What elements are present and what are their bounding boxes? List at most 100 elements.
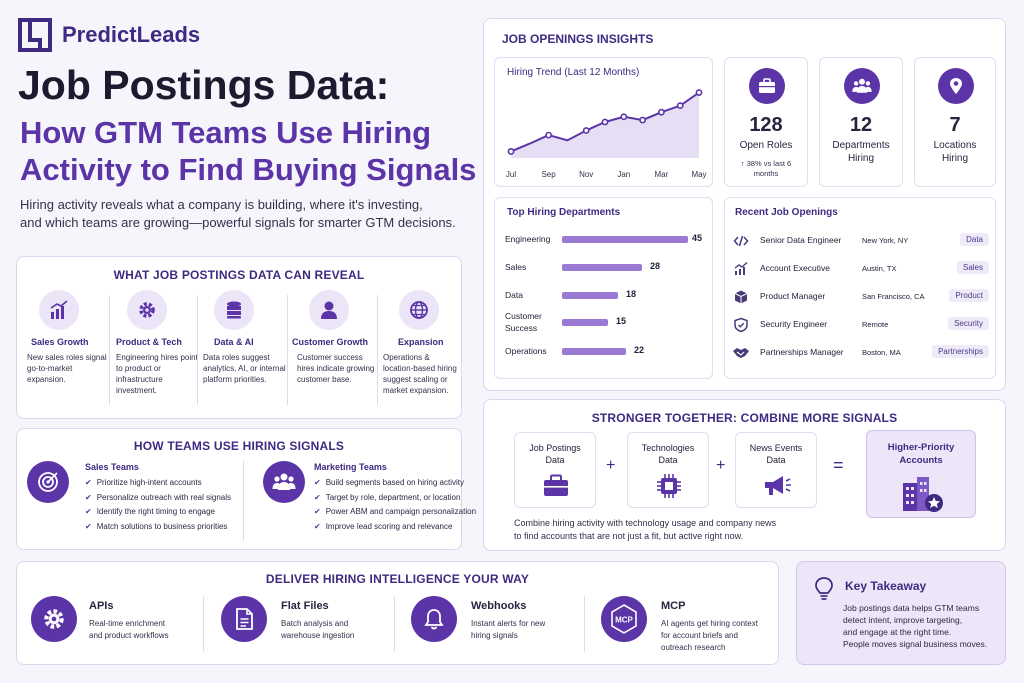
- deliver-icon-circle[interactable]: [31, 596, 77, 642]
- stat-label-line1: Departments: [832, 140, 890, 151]
- hero-description-line2: and which teams are growing—powerful sig…: [20, 215, 456, 230]
- signal-box-line1: News Events: [749, 443, 803, 453]
- department-name-line2: Success: [505, 323, 538, 333]
- table-row[interactable]: Product Manager San Francisco, CA Produc…: [725, 284, 997, 310]
- person-icon: [321, 301, 337, 319]
- reveal-label-sales: Sales Growth: [31, 337, 89, 347]
- deliver-icon-circle[interactable]: [221, 596, 267, 642]
- sales-teams-icon-circle: [27, 461, 69, 503]
- stat-card-locations: 7 Locations Hiring: [914, 57, 996, 187]
- trend-point: [601, 118, 609, 126]
- job-tag: Sales: [956, 261, 989, 274]
- result-line2: Accounts: [899, 455, 943, 466]
- megaphone-icon: [765, 476, 791, 495]
- signal-box-line2: Data: [766, 455, 786, 465]
- signal-box-line1: Job Postings: [529, 443, 581, 453]
- deliver-line2: hiring signals: [471, 631, 518, 640]
- trend-point: [620, 113, 628, 121]
- plus-sign: +: [606, 457, 616, 474]
- stat-icon-circle: [938, 68, 974, 104]
- stat-note: ↑ 38% vs last 6 months: [740, 159, 792, 178]
- reveal-label-product: Product & Tech: [116, 337, 182, 347]
- divider: [203, 596, 204, 652]
- insights-title: JOB OPENINGS INSIGHTS: [502, 32, 654, 46]
- deliver-panel: DELIVER HIRING INTELLIGENCE YOUR WAY API…: [16, 561, 779, 665]
- department-name-line1: Customer: [505, 311, 542, 321]
- deliver-title: DELIVER HIRING INTELLIGENCE YOUR WAY: [265, 572, 530, 586]
- divider: [109, 295, 110, 405]
- reveal-icon-expansion: [399, 290, 439, 330]
- stat-label-line2: Hiring: [847, 153, 875, 164]
- job-tag: Data: [960, 233, 989, 246]
- deliver-label-apis: APIs: [89, 600, 114, 612]
- marketing-teams-label: Marketing Teams: [314, 462, 387, 472]
- hero-description-line1: Hiring activity reveals what a company i…: [20, 197, 423, 212]
- marketing-teams-list: Build segments based on hiring activity …: [314, 476, 476, 534]
- table-row[interactable]: Account Executive Austin, TX Sales: [725, 256, 997, 282]
- department-name: Data: [505, 290, 523, 300]
- bell-icon: [424, 609, 444, 630]
- hiring-trend-chart: Jul Sep Nov Jan Mar May: [506, 89, 707, 179]
- department-name: Sales: [505, 262, 527, 272]
- deliver-label-webhooks: Webhooks: [471, 600, 527, 612]
- x-tick-label: Jan: [617, 170, 630, 179]
- deliver-label-flat-files: Flat Files: [281, 600, 329, 612]
- page-subtitle-line2: Activity to Find Buying Signals: [20, 152, 477, 187]
- department-value: 22: [634, 345, 645, 355]
- deliver-label-mcp: MCP: [661, 600, 686, 612]
- gear-icon: [44, 609, 64, 629]
- department-name: Operations: [505, 346, 547, 356]
- trend-point: [507, 148, 515, 155]
- deliver-icon-circle[interactable]: [411, 596, 457, 642]
- department-bar: [562, 264, 642, 271]
- job-location: Austin, TX: [862, 264, 897, 273]
- job-role: Account Executive: [760, 263, 830, 273]
- takeaway-text: Job postings data helps GTM teams detect…: [843, 602, 987, 650]
- signal-box-line1: Technologies: [641, 443, 695, 453]
- lightbulb-icon: [815, 577, 833, 600]
- department-value: 18: [626, 289, 637, 299]
- reveal-icon-customer: [309, 290, 349, 330]
- globe-icon: [410, 301, 428, 319]
- top-departments-card: Top Hiring Departments Engineering 45 Sa…: [494, 197, 713, 379]
- combine-title: STRONGER TOGETHER: COMBINE MORE SIGNALS: [591, 411, 898, 425]
- list-item: Target by role, department, or location: [314, 491, 476, 506]
- department-bar: [562, 236, 688, 243]
- insights-panel: JOB OPENINGS INSIGHTS Hiring Trend (Last…: [483, 18, 1006, 391]
- divider: [287, 295, 288, 405]
- table-row[interactable]: Senior Data Engineer New York, NY Data: [725, 228, 997, 254]
- stat-icon-circle: [844, 68, 880, 104]
- reveal-label-expansion: Expansion: [398, 337, 444, 347]
- department-value: 28: [650, 261, 661, 271]
- bar-chart-icon: [50, 300, 68, 319]
- chip-icon: [657, 474, 681, 498]
- teams-title: HOW TEAMS USE HIRING SIGNALS: [133, 439, 345, 453]
- combine-description-line1: Combine hiring activity with technology …: [514, 518, 777, 528]
- briefcase-icon: [759, 78, 775, 93]
- stat-label: Open Roles: [739, 140, 793, 151]
- signal-box-line2: Data: [658, 455, 678, 465]
- job-role: Security Engineer: [760, 319, 828, 329]
- shield-icon: [734, 317, 748, 333]
- takeaway-line: and engage at the right time.: [843, 627, 952, 637]
- deliver-line2: and product workflows: [89, 631, 169, 640]
- reveal-label-data: Data & AI: [214, 337, 254, 347]
- job-location: Remote: [862, 320, 889, 329]
- deliver-icon-circle[interactable]: MCP: [601, 596, 647, 642]
- trend-point: [545, 131, 552, 139]
- divider: [584, 596, 585, 652]
- divider: [243, 461, 244, 541]
- x-tick-label: Mar: [655, 170, 669, 179]
- list-item: Personalize outreach with real signals: [85, 491, 231, 506]
- table-row[interactable]: Security Engineer Remote Security: [725, 312, 997, 338]
- trend-point: [657, 108, 665, 116]
- department-name: Engineering: [505, 234, 551, 244]
- brand-logo: [18, 18, 52, 52]
- mcp-icon-text: MCP: [615, 616, 633, 625]
- departments-title: Top Hiring Departments: [507, 207, 621, 218]
- list-item: Build segments based on hiring activity: [314, 476, 476, 491]
- deliver-line3: outreach research: [661, 643, 726, 652]
- department-value: 15: [616, 316, 627, 326]
- equals-sign: =: [833, 455, 844, 475]
- table-row[interactable]: Partnerships Manager Boston, MA Partners…: [725, 340, 997, 366]
